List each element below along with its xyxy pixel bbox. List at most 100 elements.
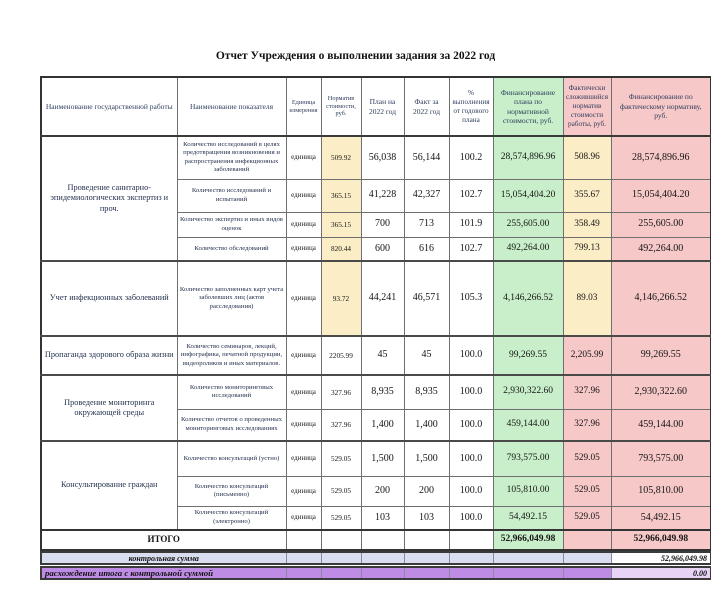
percent-cell: 102.7: [448, 178, 494, 213]
column-header-7: % выполнения от годового плана: [448, 76, 494, 137]
unit-cell: единица: [285, 211, 322, 238]
percent-cell: 105.3: [448, 260, 494, 337]
percent-cell: 101.9: [448, 211, 494, 238]
unit-cell: единица: [285, 440, 322, 477]
fact-cell: 45: [403, 335, 450, 376]
norm-cost-cell: 365.15: [320, 178, 362, 213]
empty-cell: [360, 529, 405, 551]
financing-plan-cell: 2,930,322.60: [492, 374, 564, 410]
report-table-body: Проведение санитарно-эпидемиологических …: [40, 135, 711, 531]
norm-cost-cell: 365.15: [320, 211, 362, 238]
norm-cost-cell: 93.72: [320, 260, 362, 337]
control-sum-row: контрольная сумма 52,966,049.98: [40, 551, 711, 565]
percent-cell: 100.0: [448, 440, 494, 477]
control-sum-table: контрольная сумма 52,966,049.98: [40, 551, 711, 565]
empty-cell: [360, 566, 405, 580]
norm-cost-cell: 820.44: [320, 236, 362, 262]
fact-cell: 200: [403, 475, 450, 507]
plan-cell: 600: [360, 236, 405, 262]
indicator-cell: Количество исследований в целях предотвр…: [176, 135, 287, 180]
control-sum-label: контрольная сумма: [40, 551, 287, 565]
work-name-cell: Проведение мониторинга окружающей среды: [40, 374, 178, 442]
financing-fact-cell: 54,492.15: [610, 505, 711, 531]
table-row: Проведение мониторинга окружающей среды К…: [40, 374, 711, 442]
plan-cell: 41,228: [360, 178, 405, 213]
column-header-8: Финансирование плана по нормативной стои…: [492, 76, 564, 137]
empty-cell: [492, 566, 564, 580]
fact-norm-cell: 358.49: [562, 211, 612, 238]
discrepancy-value: 0.00: [610, 566, 711, 580]
financing-fact-cell: 2,930,322.60: [610, 374, 711, 410]
work-name-cell: Консультирование граждан: [40, 440, 178, 531]
percent-cell: 100.0: [448, 505, 494, 531]
fact-cell: 46,571: [403, 260, 450, 337]
column-header-3: Единица измерения: [285, 76, 322, 137]
report-table: Наименование государственной работы Наиме…: [40, 76, 711, 551]
header-row: Наименование государственной работы Наиме…: [40, 76, 711, 137]
plan-cell: 1,400: [360, 408, 405, 442]
financing-fact-cell: 492,264.00: [610, 236, 711, 262]
unit-cell: единица: [285, 408, 322, 442]
financing-fact-cell: 793,575.00: [610, 440, 711, 477]
financing-plan-cell: 28,574,896.96: [492, 135, 564, 180]
table-row: Количество консультаций (электронно) един…: [41, 505, 711, 531]
total-label: ИТОГО: [40, 529, 287, 551]
financing-fact-cell: 255,605.00: [610, 211, 711, 238]
plan-cell: 1,500: [360, 440, 405, 477]
financing-plan-cell: 459,144.00: [492, 408, 564, 442]
fact-cell: 56,144: [403, 135, 450, 180]
total-financing-plan: 52,966,049.98: [492, 529, 564, 551]
norm-cost-cell: 2205.99: [320, 335, 362, 376]
fact-cell: 8,935: [403, 374, 450, 410]
percent-cell: 102.7: [448, 236, 494, 262]
fact-norm-cell: 529.05: [562, 505, 612, 531]
discrepancy-table: расхождение итога с контрольной суммой 0…: [40, 566, 711, 580]
indicator-cell: Количество консультаций (письменно): [176, 475, 287, 507]
total-financing-fact: 52,966,049.98: [610, 529, 711, 551]
table-row: Учет инфекционных заболеваний Количество …: [40, 260, 711, 337]
indicator-cell: Количество семинаров, лекций, инфографик…: [176, 335, 287, 376]
plan-cell: 45: [360, 335, 405, 376]
fact-norm-cell: 529.05: [562, 440, 612, 477]
discrepancy-row: расхождение итога с контрольной суммой 0…: [40, 566, 711, 580]
column-header-5: План на 2022 год: [360, 76, 405, 137]
total-row: ИТОГО 52,966,049.98 52,966,049.98: [40, 529, 711, 551]
financing-fact-cell: 4,146,266.52: [610, 260, 711, 337]
empty-cell: [448, 566, 494, 580]
fact-norm-cell: 508.96: [562, 135, 612, 180]
report-title: Отчет Учреждения о выполнении задания за…: [215, 50, 496, 62]
percent-cell: 100.0: [448, 475, 494, 507]
norm-cost-cell: 509.92: [320, 135, 362, 180]
empty-cell: [285, 566, 322, 580]
unit-cell: единица: [285, 178, 322, 213]
plan-cell: 44,241: [360, 260, 405, 337]
column-header-6: Факт за 2022 год: [403, 76, 450, 137]
indicator-cell: Количество консультаций (устно): [176, 440, 287, 477]
norm-cost-cell: 529.05: [320, 505, 362, 531]
financing-plan-cell: 255,605.00: [492, 211, 564, 238]
table-row: Пропаганда здорового образа жизни Количес…: [40, 335, 711, 376]
empty-cell: [320, 566, 362, 580]
unit-cell: единица: [285, 135, 322, 180]
fact-norm-cell: 327.96: [562, 408, 612, 442]
fact-norm-cell: 355.67: [562, 178, 612, 213]
empty-cell: [403, 566, 450, 580]
empty-cell: [562, 529, 612, 551]
empty-cell: [562, 551, 612, 565]
column-header-1: Наименование государственной работы: [40, 76, 178, 137]
norm-cost-cell: 327.96: [320, 374, 362, 410]
work-name-cell: Учет инфекционных заболеваний: [40, 260, 178, 337]
column-header-10: Финансирование по фактическому нормативу…: [610, 76, 711, 137]
unit-cell: единица: [285, 260, 322, 337]
unit-cell: единица: [285, 335, 322, 376]
percent-cell: 100.0: [448, 374, 494, 410]
indicator-cell: Количество мониторинговых исследований: [176, 374, 287, 410]
indicator-cell: Количество исследований и испытаний: [176, 178, 287, 213]
norm-cost-cell: 529.05: [320, 475, 362, 507]
fact-cell: 1,400: [403, 408, 450, 442]
financing-fact-cell: 15,054,404.20: [610, 178, 711, 213]
financing-plan-cell: 105,810.00: [492, 475, 564, 507]
fact-norm-cell: 799.13: [562, 236, 612, 262]
table-row: Количество обследований единица 820.44 600 6…: [41, 236, 711, 262]
